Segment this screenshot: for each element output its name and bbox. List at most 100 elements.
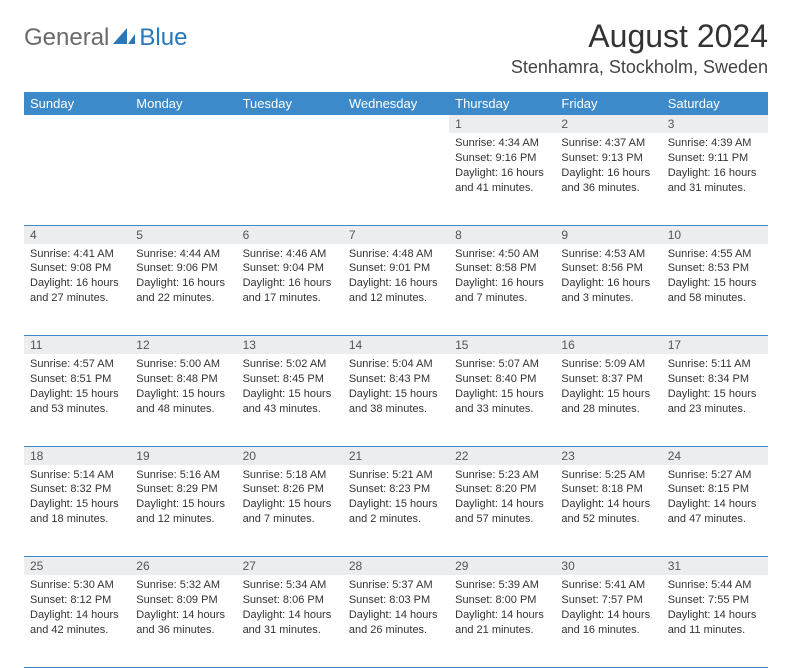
- day-number-cell: 6: [237, 225, 343, 244]
- day-details: Sunrise: 4:53 AMSunset: 8:56 PMDaylight:…: [555, 244, 661, 312]
- day-number-cell: 15: [449, 336, 555, 355]
- day-cell: Sunrise: 4:41 AMSunset: 9:08 PMDaylight:…: [24, 244, 130, 336]
- col-header: Thursday: [449, 92, 555, 115]
- day-number-cell: 5: [130, 225, 236, 244]
- day-number-cell: 12: [130, 336, 236, 355]
- day-details: Sunrise: 5:37 AMSunset: 8:03 PMDaylight:…: [343, 575, 449, 643]
- day-body-row: Sunrise: 5:30 AMSunset: 8:12 PMDaylight:…: [24, 575, 768, 667]
- day-details: Sunrise: 4:50 AMSunset: 8:58 PMDaylight:…: [449, 244, 555, 312]
- day-cell: Sunrise: 5:30 AMSunset: 8:12 PMDaylight:…: [24, 575, 130, 667]
- daynum-row: 18192021222324: [24, 446, 768, 465]
- day-details: Sunrise: 4:39 AMSunset: 9:11 PMDaylight:…: [662, 133, 768, 201]
- day-details: Sunrise: 5:14 AMSunset: 8:32 PMDaylight:…: [24, 465, 130, 533]
- day-number-cell: 7: [343, 225, 449, 244]
- day-cell: Sunrise: 4:44 AMSunset: 9:06 PMDaylight:…: [130, 244, 236, 336]
- logo: General Blue: [24, 18, 187, 52]
- day-cell: Sunrise: 5:34 AMSunset: 8:06 PMDaylight:…: [237, 575, 343, 667]
- day-details: Sunrise: 5:25 AMSunset: 8:18 PMDaylight:…: [555, 465, 661, 533]
- day-cell: Sunrise: 5:25 AMSunset: 8:18 PMDaylight:…: [555, 465, 661, 557]
- day-number-cell: 17: [662, 336, 768, 355]
- day-cell: [24, 133, 130, 225]
- day-number-cell: [343, 115, 449, 133]
- day-details: Sunrise: 5:41 AMSunset: 7:57 PMDaylight:…: [555, 575, 661, 643]
- day-cell: Sunrise: 5:11 AMSunset: 8:34 PMDaylight:…: [662, 354, 768, 446]
- day-number-cell: 22: [449, 446, 555, 465]
- day-cell: Sunrise: 5:14 AMSunset: 8:32 PMDaylight:…: [24, 465, 130, 557]
- day-number-cell: 30: [555, 557, 661, 576]
- day-number-cell: 1: [449, 115, 555, 133]
- day-details: Sunrise: 4:48 AMSunset: 9:01 PMDaylight:…: [343, 244, 449, 312]
- day-details: Sunrise: 5:32 AMSunset: 8:09 PMDaylight:…: [130, 575, 236, 643]
- col-header: Friday: [555, 92, 661, 115]
- day-details: Sunrise: 5:18 AMSunset: 8:26 PMDaylight:…: [237, 465, 343, 533]
- day-details: Sunrise: 5:27 AMSunset: 8:15 PMDaylight:…: [662, 465, 768, 533]
- calendar-body: 123Sunrise: 4:34 AMSunset: 9:16 PMDaylig…: [24, 115, 768, 667]
- day-number-cell: 31: [662, 557, 768, 576]
- day-details: Sunrise: 4:57 AMSunset: 8:51 PMDaylight:…: [24, 354, 130, 422]
- day-number-cell: 26: [130, 557, 236, 576]
- logo-text-general: General: [24, 24, 109, 52]
- day-details: Sunrise: 5:16 AMSunset: 8:29 PMDaylight:…: [130, 465, 236, 533]
- day-details: Sunrise: 5:34 AMSunset: 8:06 PMDaylight:…: [237, 575, 343, 643]
- day-cell: [237, 133, 343, 225]
- day-details: Sunrise: 4:34 AMSunset: 9:16 PMDaylight:…: [449, 133, 555, 201]
- day-details: Sunrise: 5:44 AMSunset: 7:55 PMDaylight:…: [662, 575, 768, 643]
- calendar-table: Sunday Monday Tuesday Wednesday Thursday…: [24, 92, 768, 668]
- day-details: Sunrise: 5:02 AMSunset: 8:45 PMDaylight:…: [237, 354, 343, 422]
- daynum-row: 123: [24, 115, 768, 133]
- logo-text-blue: Blue: [139, 24, 187, 52]
- day-number-cell: 27: [237, 557, 343, 576]
- day-cell: [130, 133, 236, 225]
- day-number-cell: 3: [662, 115, 768, 133]
- day-cell: Sunrise: 5:39 AMSunset: 8:00 PMDaylight:…: [449, 575, 555, 667]
- day-number-cell: 9: [555, 225, 661, 244]
- day-details: Sunrise: 5:00 AMSunset: 8:48 PMDaylight:…: [130, 354, 236, 422]
- day-details: Sunrise: 5:07 AMSunset: 8:40 PMDaylight:…: [449, 354, 555, 422]
- day-cell: Sunrise: 4:50 AMSunset: 8:58 PMDaylight:…: [449, 244, 555, 336]
- day-number-cell: 20: [237, 446, 343, 465]
- day-cell: Sunrise: 5:32 AMSunset: 8:09 PMDaylight:…: [130, 575, 236, 667]
- day-number-cell: 29: [449, 557, 555, 576]
- day-cell: Sunrise: 4:57 AMSunset: 8:51 PMDaylight:…: [24, 354, 130, 446]
- title-block: August 2024 Stenhamra, Stockholm, Sweden: [511, 18, 768, 78]
- day-number-cell: [130, 115, 236, 133]
- day-number-cell: 23: [555, 446, 661, 465]
- day-details: Sunrise: 5:30 AMSunset: 8:12 PMDaylight:…: [24, 575, 130, 643]
- day-cell: Sunrise: 4:39 AMSunset: 9:11 PMDaylight:…: [662, 133, 768, 225]
- day-cell: Sunrise: 4:37 AMSunset: 9:13 PMDaylight:…: [555, 133, 661, 225]
- day-details: Sunrise: 4:46 AMSunset: 9:04 PMDaylight:…: [237, 244, 343, 312]
- day-cell: Sunrise: 5:44 AMSunset: 7:55 PMDaylight:…: [662, 575, 768, 667]
- header: General Blue August 2024 Stenhamra, Stoc…: [24, 18, 768, 78]
- col-header: Tuesday: [237, 92, 343, 115]
- day-details: Sunrise: 4:44 AMSunset: 9:06 PMDaylight:…: [130, 244, 236, 312]
- day-cell: Sunrise: 5:00 AMSunset: 8:48 PMDaylight:…: [130, 354, 236, 446]
- day-details: Sunrise: 5:04 AMSunset: 8:43 PMDaylight:…: [343, 354, 449, 422]
- daynum-row: 11121314151617: [24, 336, 768, 355]
- day-number-cell: 10: [662, 225, 768, 244]
- day-cell: Sunrise: 5:07 AMSunset: 8:40 PMDaylight:…: [449, 354, 555, 446]
- location: Stenhamra, Stockholm, Sweden: [511, 57, 768, 78]
- day-number-cell: 21: [343, 446, 449, 465]
- day-number-cell: 18: [24, 446, 130, 465]
- day-cell: Sunrise: 5:23 AMSunset: 8:20 PMDaylight:…: [449, 465, 555, 557]
- col-header: Wednesday: [343, 92, 449, 115]
- day-details: Sunrise: 4:37 AMSunset: 9:13 PMDaylight:…: [555, 133, 661, 201]
- day-cell: Sunrise: 4:53 AMSunset: 8:56 PMDaylight:…: [555, 244, 661, 336]
- col-header: Saturday: [662, 92, 768, 115]
- day-number-cell: 24: [662, 446, 768, 465]
- day-number-cell: 14: [343, 336, 449, 355]
- col-header: Monday: [130, 92, 236, 115]
- day-cell: Sunrise: 4:46 AMSunset: 9:04 PMDaylight:…: [237, 244, 343, 336]
- daynum-row: 25262728293031: [24, 557, 768, 576]
- day-cell: [343, 133, 449, 225]
- day-cell: Sunrise: 4:48 AMSunset: 9:01 PMDaylight:…: [343, 244, 449, 336]
- day-cell: Sunrise: 5:18 AMSunset: 8:26 PMDaylight:…: [237, 465, 343, 557]
- day-number-cell: [237, 115, 343, 133]
- day-number-cell: 16: [555, 336, 661, 355]
- day-cell: Sunrise: 5:02 AMSunset: 8:45 PMDaylight:…: [237, 354, 343, 446]
- day-details: Sunrise: 5:09 AMSunset: 8:37 PMDaylight:…: [555, 354, 661, 422]
- col-header: Sunday: [24, 92, 130, 115]
- day-cell: Sunrise: 5:09 AMSunset: 8:37 PMDaylight:…: [555, 354, 661, 446]
- day-cell: Sunrise: 4:55 AMSunset: 8:53 PMDaylight:…: [662, 244, 768, 336]
- day-details: Sunrise: 4:55 AMSunset: 8:53 PMDaylight:…: [662, 244, 768, 312]
